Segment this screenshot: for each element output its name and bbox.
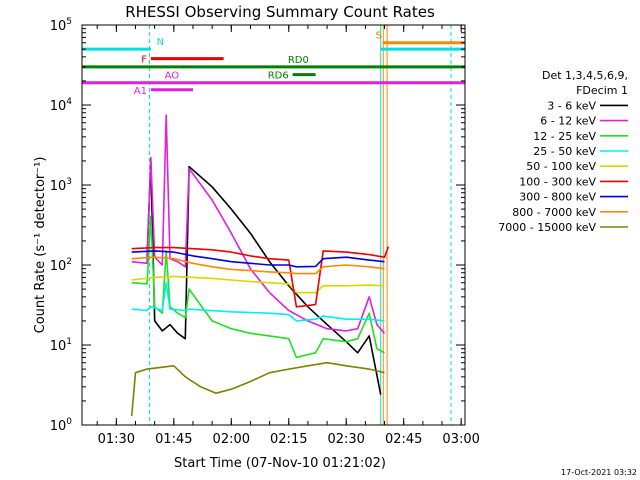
series-line-5	[131, 246, 390, 308]
legend-label-1: 6 - 12 keV	[540, 115, 596, 128]
y-tick-label-3: 103	[50, 177, 72, 194]
plot-frame	[81, 24, 466, 426]
x-tick-label-1: 01:45	[155, 432, 192, 447]
x-axis-label: Start Time (07-Nov-10 01:21:02)	[174, 456, 386, 471]
legend-label-5: 100 - 300 keV	[519, 175, 596, 188]
legend: Det 1,3,4,5,6,9, FDecim 1 3 - 6 keV 6 - 12 …	[498, 69, 628, 234]
series-line-0	[146, 160, 382, 395]
y-tick-label-4: 104	[50, 97, 73, 114]
x-tick-label-3: 02:15	[270, 432, 307, 447]
series-line-8	[130, 361, 385, 416]
legend-label-0: 3 - 6 keV	[547, 99, 596, 112]
y-tick-label-2: 102	[50, 257, 72, 274]
vertical-markers	[149, 25, 452, 425]
footer-timestamp: 17-Oct-2021 03:32	[561, 468, 637, 477]
legend-label-4: 50 - 100 keV	[526, 160, 596, 173]
x-tick-label-6: 03:00	[442, 432, 479, 447]
flag-label-5: AO	[165, 71, 180, 82]
series-lines	[130, 114, 390, 416]
x-tick-label-2: 02:00	[213, 432, 250, 447]
chart-title: RHESSI Observing Summary Count Rates	[125, 3, 435, 21]
legend-label-6: 300 - 800 keV	[519, 191, 596, 204]
series-line-4	[131, 275, 385, 294]
flag-label-0: N	[157, 37, 164, 48]
legend-header-2: FDecim 1	[576, 84, 628, 97]
y-tick-label-0: 100	[50, 417, 73, 434]
y-tick-label-1: 101	[50, 337, 72, 354]
x-tick-label-4: 02:30	[327, 432, 364, 447]
legend-label-8: 7000 - 15000 keV	[498, 221, 596, 234]
flag-label-1: S	[376, 31, 382, 42]
y-tick-label-5: 105	[50, 17, 72, 34]
x-tick-label-5: 02:45	[385, 432, 422, 447]
flag-label-2: F	[141, 55, 147, 66]
legend-header-1: Det 1,3,4,5,6,9,	[542, 69, 628, 82]
x-tick-label-0: 01:30	[98, 432, 135, 447]
y-axis-label: Count Rate (s⁻¹ detector⁻¹)	[33, 157, 48, 334]
series-line-2	[131, 216, 385, 359]
legend-label-2: 12 - 25 keV	[533, 130, 596, 143]
y-axis: 100 101 102 103 104 105	[50, 17, 465, 434]
flag-label-6: A1	[134, 86, 147, 97]
legend-label-7: 800 - 7000 keV	[512, 206, 596, 219]
series-line-7	[131, 256, 385, 275]
series-line-1	[131, 114, 386, 334]
x-axis: 01:30 01:45 02:00 02:15 02:30 02:45 03:00	[96, 25, 480, 447]
flag-label-4: RD6	[268, 71, 289, 82]
series-line-6	[131, 250, 385, 268]
legend-label-3: 25 - 50 keV	[533, 145, 596, 158]
series-line-3	[131, 281, 385, 322]
flag-label-3: RD0	[288, 55, 309, 66]
flag-bars: N S F RD0 RD6 AO A1	[82, 31, 465, 97]
